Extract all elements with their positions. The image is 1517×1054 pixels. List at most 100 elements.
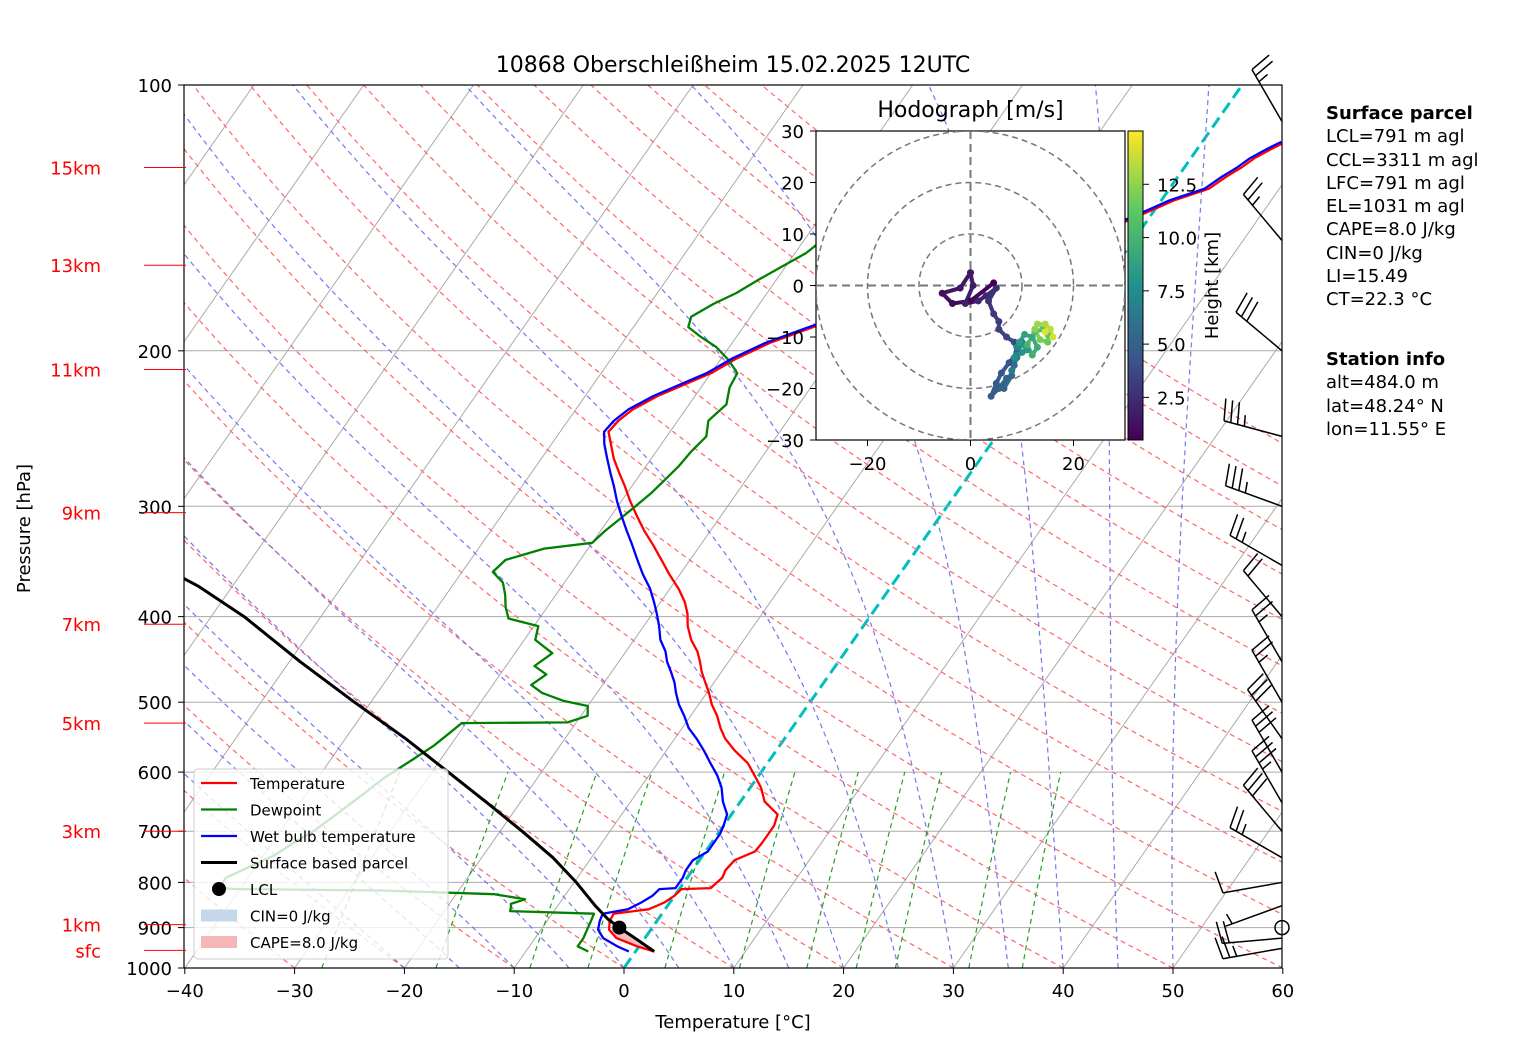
wind-barb: [1214, 936, 1283, 960]
moist-adiabat: [464, 85, 954, 968]
ccl-value: CCL=3311 m agl: [1326, 149, 1479, 171]
dry-adiabat: [704, 85, 1282, 487]
hodograph-y-tick-label: −10: [766, 328, 804, 349]
barb-feather: [1224, 463, 1231, 486]
moist-adiabat: [184, 534, 625, 968]
hodograph-point: [948, 300, 956, 308]
barb-feather: [1251, 778, 1268, 797]
isotherm: [184, 85, 474, 500]
isotherm: [952, 497, 1282, 968]
barb-feather: [1221, 936, 1231, 958]
legend-label: CAPE=8.0 J/kg: [250, 934, 358, 952]
barb-staff: [1251, 609, 1283, 663]
wind-barb: [1224, 463, 1283, 508]
el-value: EL=1031 m agl: [1326, 196, 1465, 218]
hodograph-point: [1049, 333, 1057, 341]
x-tick-label: −10: [495, 981, 533, 1002]
surface-parcel-panel: Surface parcel LCL=791 m agl CCL=3311 m …: [1326, 102, 1479, 312]
colorbar-tick-label: 12.5: [1157, 175, 1197, 196]
hodograph-point: [995, 325, 1003, 333]
y-axis-label: Pressure [hPa]: [14, 464, 35, 593]
hodograph-point: [1008, 372, 1016, 380]
hodograph-point: [990, 310, 998, 318]
hodograph-plot-area: [816, 131, 1125, 440]
barb-staff: [1222, 947, 1283, 960]
wind-barb: [1229, 806, 1283, 859]
hodograph-segment: [968, 280, 996, 303]
dry-adiabat: [184, 379, 954, 968]
barb-feather: [1214, 871, 1224, 894]
parcel-line: [184, 576, 656, 953]
lcl-value: LCL=791 m agl: [1326, 126, 1465, 148]
barb-feather: [1251, 635, 1270, 651]
barb-feather: [1235, 809, 1245, 832]
y-tick-label: 1000: [126, 959, 172, 980]
colorbar-tick-label: 2.5: [1157, 388, 1186, 409]
dry-adiabat: [184, 301, 1064, 968]
hodograph-y-tick-label: 30: [781, 122, 804, 143]
y-tick-label: 300: [138, 497, 172, 518]
hodograph-point: [1010, 354, 1018, 362]
height-label: 15km: [50, 158, 101, 179]
mixing-ratio-line: [738, 771, 796, 968]
legend-label: LCL: [250, 881, 278, 899]
x-tick-label: 0: [618, 981, 629, 1002]
wind-barb: [1251, 594, 1283, 663]
x-tick-label: 60: [1271, 981, 1294, 1002]
wind-barb: [1251, 705, 1283, 773]
x-tick-label: −30: [276, 981, 314, 1002]
barb-staff: [1222, 881, 1283, 894]
hodograph-point: [1036, 336, 1044, 344]
hodograph-point: [1023, 341, 1031, 349]
legend-label: Dewpoint: [250, 802, 321, 820]
hodograph-point: [938, 289, 946, 297]
hodograph-y-tick-label: 20: [781, 174, 804, 195]
barb-feather: [1242, 552, 1259, 572]
hodograph-point: [1008, 366, 1016, 374]
barb-feather: [1251, 705, 1270, 721]
mixing-ratio-line: [855, 771, 906, 968]
barb-half-feather: [1262, 761, 1272, 770]
barb-feather: [1236, 402, 1241, 425]
plot-border: [183, 84, 1283, 969]
barb-half-feather: [1232, 945, 1238, 957]
wind-barb: [1225, 904, 1283, 927]
hodograph-title: Hodograph [m/s]: [877, 98, 1063, 123]
hodograph-point: [1021, 330, 1029, 338]
legend-swatch: [212, 882, 226, 896]
hodograph-y-tick-label: −30: [766, 431, 804, 452]
barb-feather: [1255, 600, 1274, 617]
lcl-marker: [612, 920, 627, 935]
barb-staff: [1229, 827, 1283, 859]
y-tick-label: 500: [138, 693, 172, 714]
hodograph-point: [1000, 385, 1008, 392]
barb-staff: [1242, 194, 1283, 241]
y-tick-label: 400: [138, 608, 172, 629]
isotherm: [843, 340, 1282, 968]
plot-frame: [183, 84, 1283, 969]
li-value: LI=15.49: [1326, 266, 1408, 288]
barb-half-feather: [1241, 823, 1247, 835]
height-label: 13km: [50, 256, 101, 277]
height-label: 9km: [62, 504, 101, 525]
wind-barb: [1274, 919, 1290, 936]
colorbar-tick-label: 5.0: [1157, 335, 1186, 356]
cape-value: CAPE=8.0 J/kg: [1326, 219, 1456, 241]
y-tick-label: 200: [138, 342, 172, 363]
wind-barb: [1251, 635, 1283, 703]
mixing-ratio-line: [1021, 771, 1062, 968]
x-tick-label: 10: [722, 981, 745, 1002]
y-tick-label: 900: [138, 919, 172, 940]
barb-feather: [1238, 468, 1244, 491]
station-altitude: alt=484.0 m: [1326, 372, 1439, 394]
isotherm: [1172, 811, 1282, 968]
dry-adiabat: [363, 85, 1282, 763]
calm-circle: [1274, 919, 1290, 936]
wind-barb: [1246, 673, 1283, 740]
height-label: 1km: [62, 916, 101, 937]
ct-value: CT=22.3 °C: [1326, 289, 1433, 311]
dry-adiabat: [184, 621, 625, 968]
x-tick-label: 40: [1052, 981, 1075, 1002]
barb-half-feather: [1258, 654, 1269, 663]
height-label: 11km: [50, 361, 101, 382]
